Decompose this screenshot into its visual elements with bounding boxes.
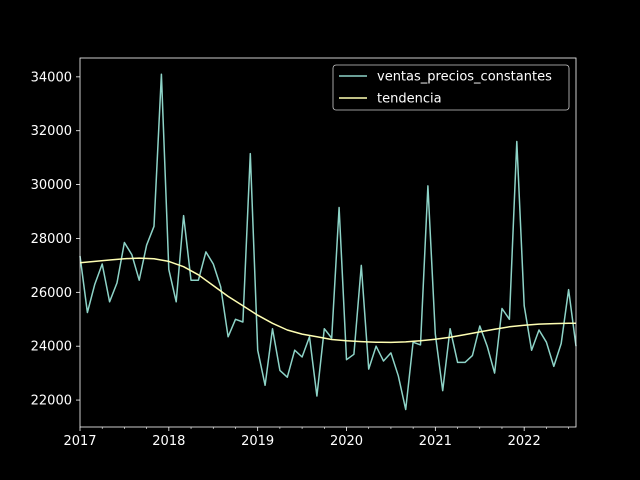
y-tick-label: 30000 <box>31 178 72 193</box>
x-tick-label: 2018 <box>152 434 185 449</box>
x-tick-label: 2021 <box>419 434 452 449</box>
legend-label-tendencia: tendencia <box>377 92 442 107</box>
legend-label-ventas_precios_constantes: ventas_precios_constantes <box>377 70 552 85</box>
x-tick-label: 2022 <box>508 434 541 449</box>
x-tick-label: 2017 <box>63 434 96 449</box>
y-tick-label: 32000 <box>31 124 72 139</box>
axes-frame <box>79 57 577 428</box>
legend-box <box>332 64 570 111</box>
plot-area <box>79 73 577 411</box>
x-tick-label: 2019 <box>241 434 274 449</box>
y-tick-label: 26000 <box>31 286 72 301</box>
x-tick-label: 2020 <box>330 434 363 449</box>
series-line-ventas_precios_constantes <box>79 73 577 411</box>
y-tick-label: 28000 <box>31 232 72 247</box>
legend: ventas_precios_constantes tendencia <box>332 64 570 111</box>
y-tick-label: 24000 <box>31 340 72 355</box>
y-tick-label: 34000 <box>31 70 72 85</box>
axes: 22000 24000 26000 28000 30000 32000 34000 2017 2… <box>31 57 577 449</box>
y-tick-label: 22000 <box>31 394 72 409</box>
series-line-tendencia <box>79 257 576 344</box>
